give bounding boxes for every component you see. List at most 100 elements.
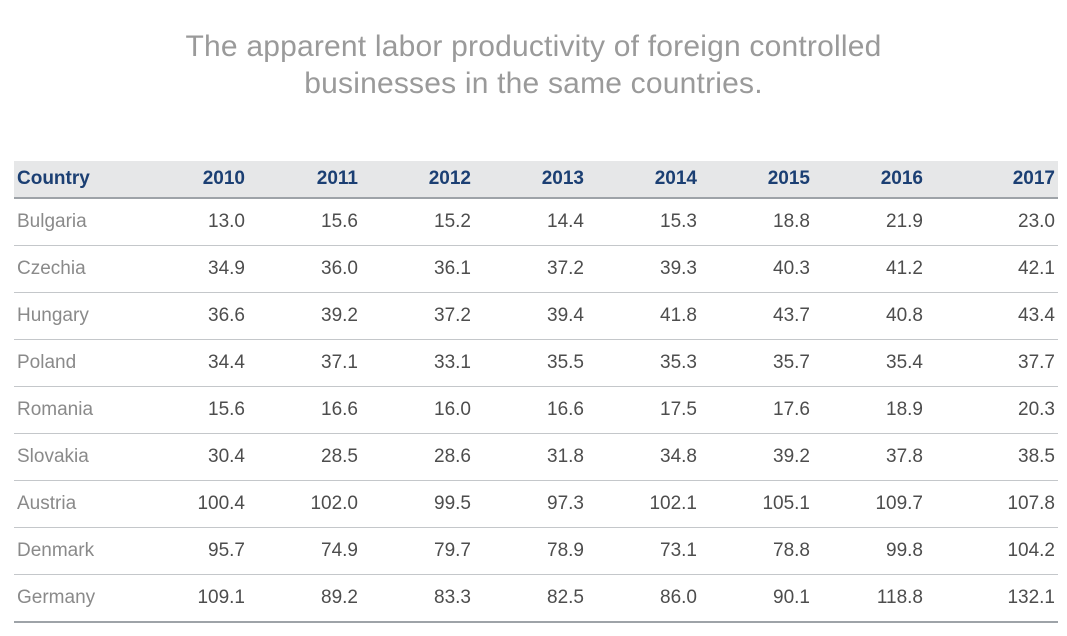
column-header-2013: 2013 [493, 161, 606, 199]
value-cell: 83.3 [380, 574, 493, 623]
value-cell: 89.2 [267, 574, 380, 623]
value-cell: 35.3 [606, 339, 719, 387]
value-cell: 99.5 [380, 480, 493, 528]
value-cell: 132.1 [945, 574, 1058, 623]
value-cell: 39.4 [493, 292, 606, 340]
chart-title-line-2: businesses in the same countries. [304, 67, 763, 100]
value-cell: 37.7 [945, 339, 1058, 387]
value-cell: 37.1 [267, 339, 380, 387]
value-cell: 90.1 [719, 574, 832, 623]
value-cell: 15.6 [267, 198, 380, 246]
value-cell: 15.3 [606, 198, 719, 246]
value-cell: 15.2 [380, 198, 493, 246]
column-header-2010: 2010 [154, 161, 267, 199]
column-header-2012: 2012 [380, 161, 493, 199]
value-cell: 30.4 [154, 433, 267, 481]
table-row: Poland 34.4 37.1 33.1 35.5 35.3 35.7 35.4 37.7 [14, 339, 1058, 387]
country-cell: Austria [14, 480, 154, 528]
value-cell: 39.3 [606, 245, 719, 293]
country-cell: Czechia [14, 245, 154, 293]
table-row: Romania 15.6 16.6 16.0 16.6 17.5 17.6 18.9 20.3 [14, 386, 1058, 434]
value-cell: 95.7 [154, 527, 267, 575]
column-header-2011: 2011 [267, 161, 380, 199]
column-header-2016: 2016 [832, 161, 945, 199]
value-cell: 78.9 [493, 527, 606, 575]
value-cell: 36.1 [380, 245, 493, 293]
value-cell: 39.2 [267, 292, 380, 340]
value-cell: 39.2 [719, 433, 832, 481]
value-cell: 102.0 [267, 480, 380, 528]
value-cell: 13.0 [154, 198, 267, 246]
value-cell: 43.4 [945, 292, 1058, 340]
table-header-row: Country 2010 2011 2012 2013 2014 2015 2016 2017 [14, 161, 1058, 199]
value-cell: 15.6 [154, 386, 267, 434]
value-cell: 82.5 [493, 574, 606, 623]
value-cell: 28.5 [267, 433, 380, 481]
table-row: Hungary 36.6 39.2 37.2 39.4 41.8 43.7 40.8 43.4 [14, 292, 1058, 340]
value-cell: 36.0 [267, 245, 380, 293]
country-cell: Poland [14, 339, 154, 387]
value-cell: 34.4 [154, 339, 267, 387]
country-cell: Bulgaria [14, 198, 154, 246]
value-cell: 37.2 [493, 245, 606, 293]
country-cell: Denmark [14, 527, 154, 575]
value-cell: 79.7 [380, 527, 493, 575]
value-cell: 109.7 [832, 480, 945, 528]
value-cell: 23.0 [945, 198, 1058, 246]
country-cell: Slovakia [14, 433, 154, 481]
table-body: Bulgaria 13.0 15.6 15.2 14.4 15.3 18.8 21.9 23.0… [14, 198, 1058, 623]
chart-title: The apparent labor productivity of forei… [0, 28, 1067, 102]
table-row: Denmark 95.7 74.9 79.7 78.9 73.1 78.8 99.8 104.2 [14, 527, 1058, 575]
column-header-2015: 2015 [719, 161, 832, 199]
productivity-table: Country 2010 2011 2012 2013 2014 2015 2016 2017 … [14, 161, 1058, 623]
value-cell: 41.2 [832, 245, 945, 293]
value-cell: 36.6 [154, 292, 267, 340]
value-cell: 97.3 [493, 480, 606, 528]
value-cell: 17.6 [719, 386, 832, 434]
value-cell: 16.6 [267, 386, 380, 434]
table-row: Austria 100.4 102.0 99.5 97.3 102.1 105.1 109.7… [14, 480, 1058, 528]
value-cell: 74.9 [267, 527, 380, 575]
value-cell: 104.2 [945, 527, 1058, 575]
value-cell: 107.8 [945, 480, 1058, 528]
value-cell: 31.8 [493, 433, 606, 481]
value-cell: 43.7 [719, 292, 832, 340]
value-cell: 99.8 [832, 527, 945, 575]
value-cell: 18.8 [719, 198, 832, 246]
column-header-2014: 2014 [606, 161, 719, 199]
value-cell: 33.1 [380, 339, 493, 387]
value-cell: 118.8 [832, 574, 945, 623]
value-cell: 34.9 [154, 245, 267, 293]
value-cell: 14.4 [493, 198, 606, 246]
value-cell: 86.0 [606, 574, 719, 623]
column-header-country: Country [14, 161, 154, 199]
value-cell: 17.5 [606, 386, 719, 434]
column-header-2017: 2017 [945, 161, 1058, 199]
value-cell: 105.1 [719, 480, 832, 528]
value-cell: 21.9 [832, 198, 945, 246]
country-cell: Hungary [14, 292, 154, 340]
table-row: Czechia 34.9 36.0 36.1 37.2 39.3 40.3 41.2 42.1 [14, 245, 1058, 293]
value-cell: 37.2 [380, 292, 493, 340]
value-cell: 34.8 [606, 433, 719, 481]
country-cell: Romania [14, 386, 154, 434]
table-row: Bulgaria 13.0 15.6 15.2 14.4 15.3 18.8 21.9 23.0 [14, 198, 1058, 246]
value-cell: 35.5 [493, 339, 606, 387]
value-cell: 35.4 [832, 339, 945, 387]
value-cell: 100.4 [154, 480, 267, 528]
value-cell: 73.1 [606, 527, 719, 575]
value-cell: 38.5 [945, 433, 1058, 481]
value-cell: 40.8 [832, 292, 945, 340]
country-cell: Germany [14, 574, 154, 623]
value-cell: 28.6 [380, 433, 493, 481]
value-cell: 102.1 [606, 480, 719, 528]
value-cell: 35.7 [719, 339, 832, 387]
value-cell: 20.3 [945, 386, 1058, 434]
value-cell: 42.1 [945, 245, 1058, 293]
value-cell: 78.8 [719, 527, 832, 575]
table-row: Slovakia 30.4 28.5 28.6 31.8 34.8 39.2 37.8 38.5 [14, 433, 1058, 481]
value-cell: 18.9 [832, 386, 945, 434]
value-cell: 16.6 [493, 386, 606, 434]
value-cell: 41.8 [606, 292, 719, 340]
value-cell: 16.0 [380, 386, 493, 434]
